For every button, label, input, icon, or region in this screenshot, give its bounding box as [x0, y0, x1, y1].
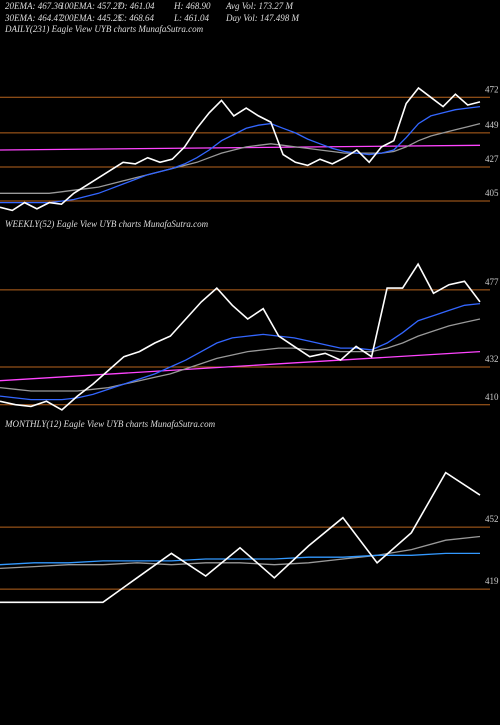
header-stat: 20EMA: 467.36 [5, 1, 63, 11]
y-tick-label: 477 [485, 277, 499, 287]
y-tick-label: 449 [485, 120, 499, 130]
header-stat: 30EMA: 464.47 [4, 13, 63, 23]
header-stat: L: 461.04 [173, 13, 210, 23]
price-line [0, 350, 481, 382]
header-stat: O: 461.04 [118, 1, 155, 11]
header-stat: Day Vol: 147.498 M [225, 13, 299, 23]
price-line [0, 144, 481, 151]
header-stat: C: 468.64 [118, 13, 155, 23]
y-tick-label: 410 [485, 392, 499, 402]
y-tick-label: 452 [485, 514, 499, 524]
header-stat: 200EMA: 445.25 [60, 13, 122, 23]
price-line [0, 552, 480, 566]
header-stat: Avg Vol: 173.27 M [225, 1, 293, 11]
y-tick-label: 427 [485, 154, 499, 164]
price-line [0, 262, 481, 411]
price-line [0, 302, 481, 401]
price-line [0, 318, 481, 392]
header-stat: 100EMA: 457.27 [60, 1, 122, 11]
y-tick-label: 472 [485, 84, 499, 94]
y-tick-label: 432 [485, 354, 499, 364]
price-line [0, 86, 481, 212]
panel-title: DAILY(231) Eagle View UYB charts MunafaS… [4, 24, 204, 34]
price-line [0, 471, 481, 604]
panel-title: WEEKLY(52) Eagle View UYB charts MunafaS… [5, 219, 209, 229]
header-stat: H: 468.90 [173, 1, 211, 11]
price-line [0, 122, 481, 194]
panel-title: MONTHLY(12) Eagle View UYB charts Munafa… [4, 419, 216, 429]
price-line [0, 105, 481, 204]
y-tick-label: 405 [485, 188, 499, 198]
y-tick-label: 419 [485, 576, 499, 586]
price-line [0, 535, 481, 570]
